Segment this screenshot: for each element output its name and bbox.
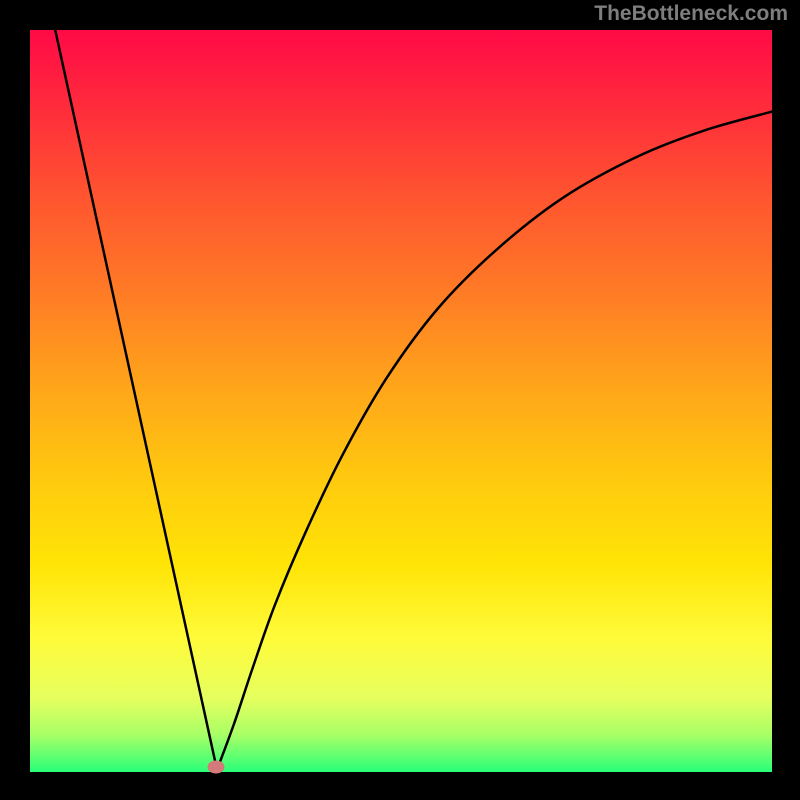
chart-plot-area xyxy=(30,30,772,772)
bottleneck-curve xyxy=(30,30,772,772)
watermark-text: TheBottleneck.com xyxy=(594,2,788,26)
minimum-point-marker xyxy=(207,760,224,773)
